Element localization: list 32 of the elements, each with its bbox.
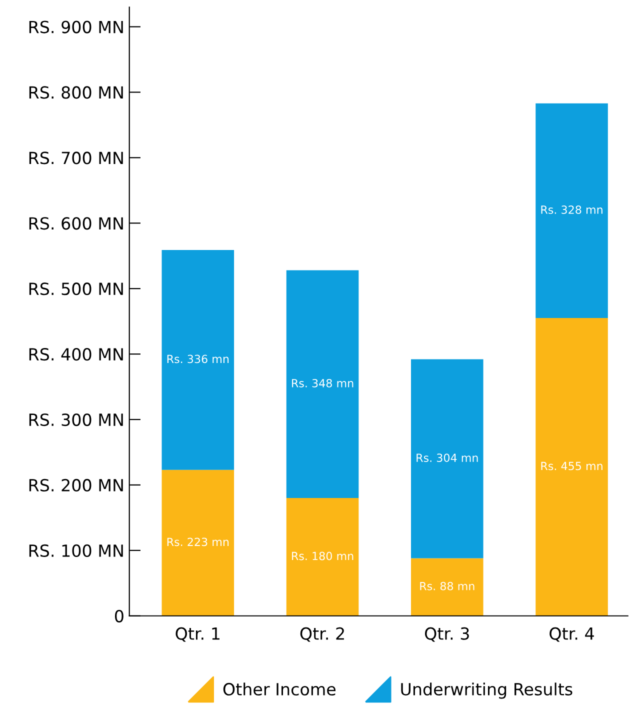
bar — [536, 318, 608, 616]
y-tick-label: RS. 300 MN — [29, 413, 123, 426]
x-tick-label: Qtr. 4 — [550, 627, 594, 642]
y-tick-label: RS. 400 MN — [29, 348, 123, 361]
y-tick-label: 0 — [114, 610, 124, 622]
y-tick-label: RS. 200 MN — [29, 478, 123, 492]
y-tick-label: RS. 600 MN — [29, 217, 123, 230]
data-label: Rs. 304 mn — [416, 454, 478, 462]
data-label: Rs. 88 mn — [420, 582, 474, 590]
bar — [536, 103, 608, 318]
y-tick-label: RS. 700 MN — [29, 152, 123, 164]
y-tick-label: RS. 800 MN — [29, 86, 123, 99]
bar — [162, 250, 234, 470]
legend-label: Other Income — [223, 682, 336, 696]
x-tick-label: Qtr. 2 — [300, 627, 344, 642]
y-tick-label: RS. 500 MN — [29, 282, 123, 296]
bar — [286, 498, 359, 616]
bar — [411, 359, 484, 558]
data-label: Rs. 336 mn — [167, 354, 229, 364]
y-tick-label: RS. 100 MN — [29, 544, 123, 557]
data-label: Rs. 348 mn — [292, 378, 354, 388]
bar — [286, 270, 359, 498]
legend-label: Underwriting Results — [401, 682, 572, 699]
data-label: Rs. 180 mn — [292, 552, 354, 560]
x-tick-label: Qtr. 1 — [176, 627, 220, 642]
data-label: Rs. 328 mn — [541, 206, 602, 214]
x-tick-label: Qtr. 3 — [424, 627, 469, 642]
data-label: Rs. 455 mn — [541, 462, 602, 470]
bar — [411, 558, 484, 616]
bar — [162, 470, 234, 616]
data-label: Rs. 223 mn — [167, 538, 229, 546]
y-tick-label: RS. 900 MN — [29, 20, 123, 34]
